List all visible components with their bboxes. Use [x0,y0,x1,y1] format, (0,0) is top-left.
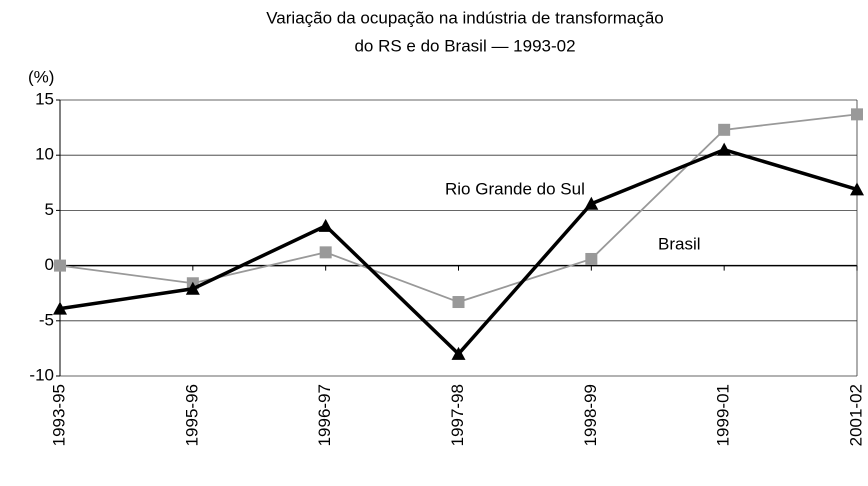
x-tick-label: 1998-99 [581,384,600,446]
series-label: Brasil [658,234,701,253]
y-tick-label: 5 [45,200,54,219]
x-tick-label: 1995-96 [182,384,201,446]
y-tick-label: 0 [45,255,54,274]
y-tick-label: 10 [35,145,54,164]
y-tick-label: 15 [35,89,54,108]
marker [717,142,732,156]
marker [718,123,731,136]
marker [851,108,863,121]
marker [318,218,333,232]
y-axis-label: (%) [28,67,54,86]
y-tick-label: -10 [29,365,54,384]
x-tick-label: 1997-98 [448,384,467,446]
marker [452,296,465,309]
marker [53,301,67,315]
x-tick-label: 1999-01 [714,384,733,446]
x-tick-label: 1993-95 [49,384,68,446]
chart-title: do RS e do Brasil — 1993-02 [354,36,575,55]
marker [451,346,466,360]
series-line [59,113,858,303]
marker [54,259,66,272]
marker [584,196,599,210]
marker [585,252,598,265]
chart-title: Variação da ocupação na indústria de tra… [266,8,664,27]
x-tick-label: 1996-97 [315,384,334,446]
marker [319,246,332,259]
y-tick-label: -5 [39,310,54,329]
marker [850,182,864,196]
series-label: Rio Grande do Sul [445,179,585,198]
x-tick-label: 2001-02 [846,384,865,446]
marker [185,281,200,295]
